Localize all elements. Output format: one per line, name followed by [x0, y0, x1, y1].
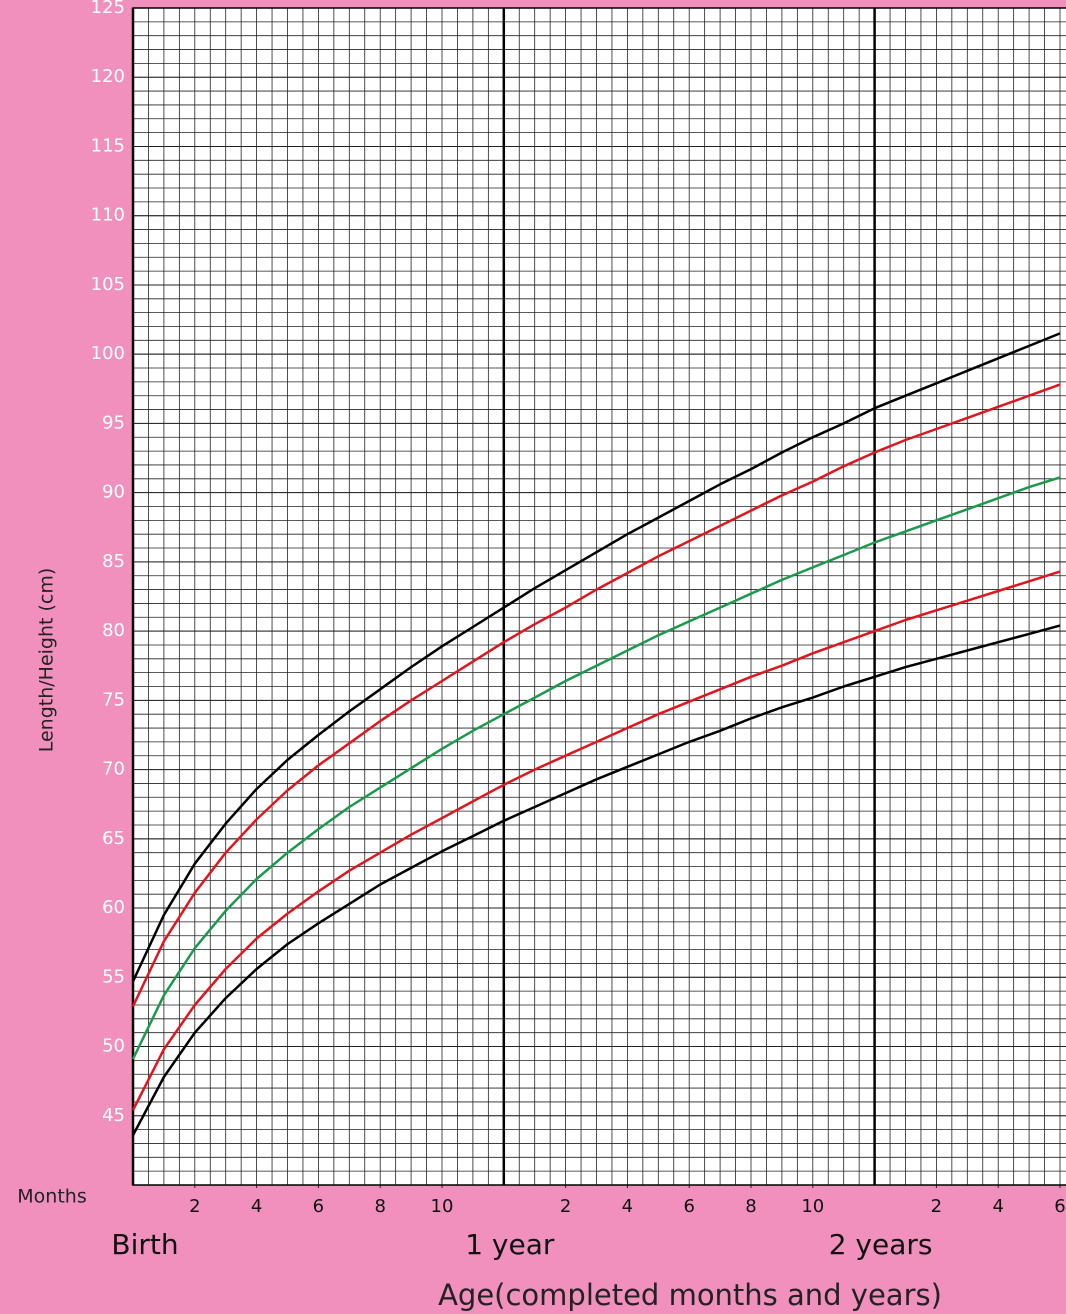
x-tick-label: 8	[374, 1196, 385, 1217]
age-label: 1 year	[465, 1228, 555, 1261]
y-tick-label: 105	[91, 274, 125, 295]
y-tick-label: 60	[102, 897, 125, 918]
months-label: Months	[17, 1186, 86, 1208]
growth-curve	[131, 383, 1061, 1007]
plot-frame	[132, 7, 1066, 1186]
y-tick-label: 45	[102, 1105, 125, 1126]
y-tick-label: 100	[91, 343, 125, 364]
y-tick-label: 80	[102, 620, 125, 641]
y-tick-label: 90	[102, 482, 125, 503]
y-tick-label: 95	[102, 412, 125, 433]
growth-curve	[131, 332, 1061, 982]
y-tick-label: 50	[102, 1036, 125, 1057]
x-tick-label: 4	[251, 1196, 262, 1217]
x-axis-label: Age(completed months and years)	[438, 1278, 942, 1312]
y-tick-label: 125	[91, 0, 125, 18]
x-tick-label: 8	[745, 1196, 756, 1217]
x-tick-label: 2	[931, 1196, 942, 1217]
y-tick-label: 120	[91, 66, 125, 87]
x-tick-label: 10	[801, 1196, 824, 1217]
growth-curve	[131, 570, 1061, 1111]
age-label: Birth	[111, 1228, 178, 1261]
growth-curve	[131, 624, 1061, 1136]
y-tick-label: 85	[102, 551, 125, 572]
x-tick-label: 2	[189, 1196, 200, 1217]
x-tick-label: 10	[431, 1196, 454, 1217]
x-tick-label: 6	[313, 1196, 324, 1217]
x-tick-label: 2	[560, 1196, 571, 1217]
y-tick-label: 115	[91, 135, 125, 156]
age-label: 2 years	[829, 1228, 933, 1261]
y-tick-label: 55	[102, 966, 125, 987]
x-tick-label: 6	[1054, 1196, 1065, 1217]
growth-curve	[131, 476, 1061, 1060]
x-tick-label: 4	[622, 1196, 633, 1217]
y-tick-label: 110	[91, 205, 125, 226]
x-tick-label: 6	[683, 1196, 694, 1217]
plot-area	[133, 8, 1066, 1185]
y-tick-label: 70	[102, 759, 125, 780]
y-tick-label: 75	[102, 689, 125, 710]
x-tick-label: 4	[992, 1196, 1003, 1217]
y-tick-label: 65	[102, 828, 125, 849]
y-axis-label: Length/Height (cm)	[36, 568, 58, 753]
